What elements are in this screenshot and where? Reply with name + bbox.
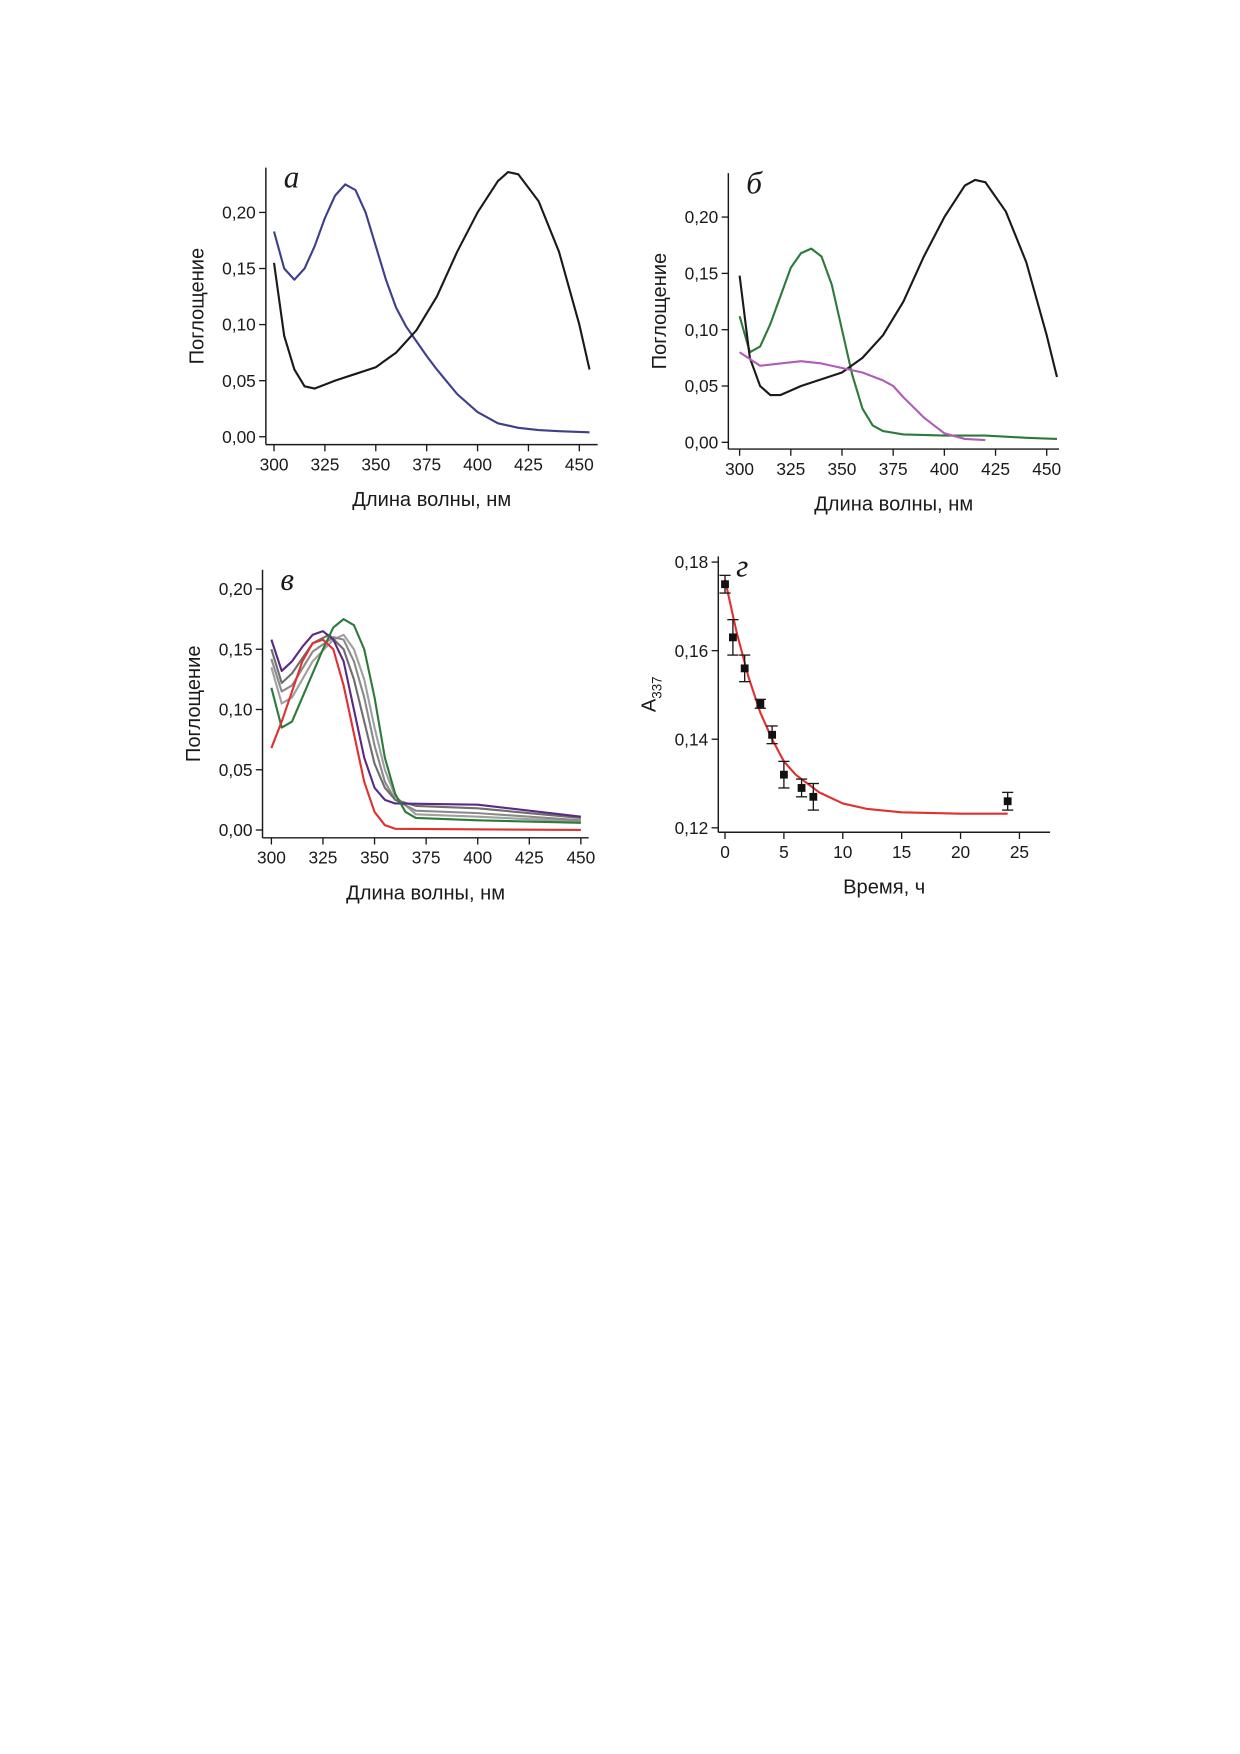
series-line: [270, 638, 581, 832]
y-tick-label: 0,15: [222, 259, 256, 279]
y-tick-label: 0,20: [685, 207, 719, 227]
x-tick-label: 0: [720, 842, 730, 862]
series-line: [272, 170, 591, 390]
x-tick-label: 300: [260, 454, 289, 474]
y-tick-label: 0,14: [675, 729, 709, 749]
y-tick-label: 0,16: [675, 641, 709, 661]
x-tick-label: 375: [412, 848, 441, 868]
data-point: [1003, 797, 1012, 806]
panel-letter: в: [280, 562, 294, 597]
series-line: [270, 633, 581, 823]
x-tick-label: 400: [930, 459, 959, 479]
panel: 0,12 0,14 0,16 0,18 0 5 10 15 20 25 Время, ч A337 г: [639, 548, 1051, 899]
x-tick-label: 400: [463, 848, 492, 868]
data-point: [779, 770, 788, 779]
x-tick-label: 375: [412, 454, 441, 474]
x-axis-title: Длина волны, нм: [346, 882, 505, 904]
series-line: [738, 178, 1058, 397]
y-tick-label: 0,12: [675, 818, 709, 838]
x-tick-label: 300: [257, 848, 286, 868]
data-point: [721, 580, 729, 589]
data-point: [768, 730, 777, 739]
y-tick-label: 0,00: [685, 432, 719, 452]
data-point: [797, 784, 806, 792]
y-axis-title: Поглощение: [186, 248, 208, 365]
series-line: [270, 618, 581, 824]
x-tick-label: 450: [566, 848, 595, 868]
x-tick-label: 400: [463, 454, 492, 474]
series-line: [738, 247, 1058, 441]
panel: 0,00 0,05 0,10 0,15 0,20 300 325 350 375 400 425 45…: [186, 160, 598, 511]
y-axis-title-main: Поглощение: [649, 253, 671, 370]
x-tick-label: 425: [981, 459, 1010, 479]
y-tick-label: 0,05: [219, 760, 253, 780]
y-tick-label: 0,00: [222, 427, 256, 447]
panel: 0,00 0,05 0,10 0,15 0,20 300 325 350 375 400 425 45…: [649, 165, 1061, 515]
x-tick-label: 425: [514, 454, 543, 474]
y-tick-label: 0,10: [685, 320, 719, 340]
x-tick-label: 350: [828, 459, 857, 479]
x-tick-label: 325: [776, 459, 805, 479]
x-tick-label: 20: [951, 842, 970, 862]
x-tick-label: 450: [565, 454, 594, 474]
y-axis-title: A337: [639, 676, 665, 712]
y-tick-label: 0,05: [222, 371, 256, 391]
x-tick-label: 325: [309, 848, 338, 868]
panel-letter: г: [736, 548, 748, 583]
panel-letter: б: [746, 165, 763, 200]
y-axis-title-main: Поглощение: [183, 645, 205, 762]
y-tick-label: 0,05: [685, 376, 719, 396]
x-tick-label: 375: [879, 459, 908, 479]
x-axis-title: Длина волны, нм: [352, 489, 511, 511]
panel-letter: а: [284, 160, 300, 195]
series-line: [272, 183, 590, 434]
series-line: [739, 351, 986, 442]
x-tick-label: 425: [515, 848, 544, 868]
y-tick-label: 0,20: [222, 203, 256, 223]
y-tick-label: 0,00: [219, 820, 253, 840]
x-tick-label: 350: [361, 454, 390, 474]
data-point: [756, 699, 765, 708]
x-tick-label: 350: [360, 848, 389, 868]
y-tick-label: 0,15: [685, 264, 719, 284]
x-axis-title: Длина волны, нм: [814, 494, 973, 516]
x-tick-label: 450: [1032, 459, 1061, 479]
y-tick-label: 0,10: [219, 700, 253, 720]
data-point: [740, 664, 749, 673]
y-axis-title-main: Поглощение: [186, 248, 208, 365]
data-point: [728, 633, 737, 642]
series-line: [270, 633, 581, 819]
y-axis-title: Поглощение: [649, 253, 671, 370]
x-tick-label: 10: [833, 842, 852, 862]
y-axis-title-main: A: [639, 698, 661, 712]
y-axis-title-sub: 337: [649, 676, 664, 698]
y-tick-label: 0,20: [219, 579, 253, 599]
figure-group: 0,00 0,05 0,10 0,15 0,20 300 325 350 375 400 425 45…: [183, 160, 1061, 905]
data-point: [809, 792, 818, 801]
x-tick-label: 15: [892, 842, 911, 862]
x-tick-label: 5: [779, 842, 789, 862]
x-tick-label: 300: [725, 459, 754, 479]
x-axis-title: Время, ч: [843, 877, 925, 899]
y-tick-label: 0,10: [222, 315, 256, 335]
panel: 0,00 0,05 0,10 0,15 0,20 300 325 350 375 400 425 45…: [183, 562, 595, 904]
y-tick-label: 0,15: [219, 639, 253, 659]
series-line: [723, 579, 1008, 815]
series-line: [270, 630, 581, 818]
y-axis-title: Поглощение: [183, 645, 205, 762]
x-tick-label: 325: [310, 454, 339, 474]
y-tick-label: 0,18: [675, 552, 709, 572]
x-tick-label: 25: [1010, 842, 1029, 862]
